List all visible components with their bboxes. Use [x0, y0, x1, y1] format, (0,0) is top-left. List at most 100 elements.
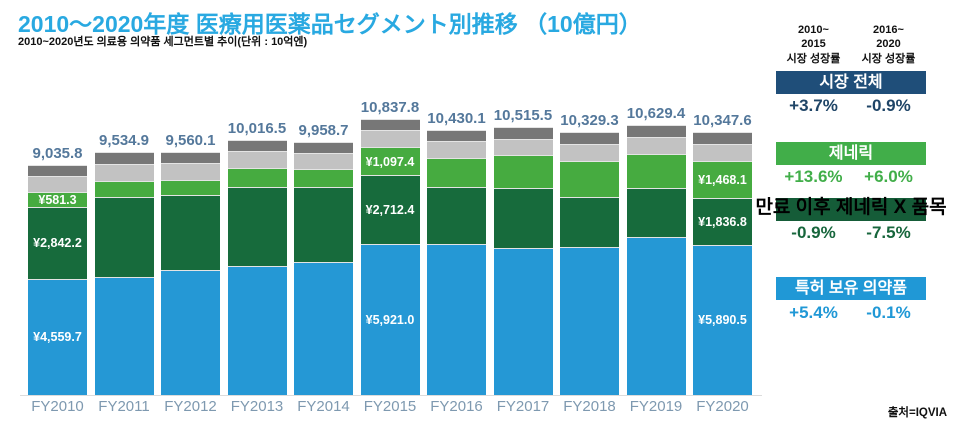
- segment-value-label: ¥1,097.4: [365, 154, 415, 169]
- bar-FY2018: [560, 132, 619, 395]
- bar-FY2011: [94, 152, 154, 395]
- off-patent-growth-2010-2015: -0.9%: [791, 223, 836, 242]
- segment-patented-FY2018: [560, 247, 619, 395]
- segment-off-patent-no-generic-FY2019: [626, 188, 686, 237]
- total-label-FY2014: 9,958.7: [298, 121, 349, 139]
- segment-off-patent-no-generic-FY2012: [161, 195, 220, 271]
- segment-unlabeled-dark-gray-FY2020: [693, 131, 752, 144]
- segment-unlabeled-dark-gray-FY2015: [360, 119, 420, 131]
- segment-value-label: ¥4,559.7: [33, 330, 82, 345]
- source-label: 출처=IQVIA: [887, 407, 947, 419]
- segment-generic-FY2019: [626, 154, 686, 189]
- off-patent-no-generic-banner: [776, 198, 926, 221]
- market-total-growth-values: +3.7% -0.9%: [776, 97, 926, 114]
- segment-off-patent-no-generic-FY2013: [227, 187, 287, 266]
- segment-patented-FY2012: [161, 270, 220, 395]
- growth-period-headers: 2010~ 2015 시장 성장률 2016~ 2020 시장 성장률: [776, 23, 926, 66]
- bar-FY2013: [227, 140, 287, 395]
- segment-unlabeled-light-gray-FY2015: [360, 130, 420, 148]
- segment-patented-FY2013: [227, 266, 287, 395]
- growth-panel: 2010~ 2015 시장 성장률 2016~ 2020 시장 성장률 시장 전…: [755, 0, 946, 428]
- segment-value-label: ¥5,921.0: [365, 312, 415, 327]
- segment-unlabeled-light-gray-FY2010: [28, 175, 87, 192]
- generic-banner: 제네릭: [776, 142, 926, 165]
- axis-label-FY2017: FY2017: [496, 398, 550, 415]
- axis-label-FY2014: FY2014: [297, 398, 350, 415]
- segment-generic-FY2017: [493, 155, 553, 188]
- segment-generic-FY2018: [560, 160, 619, 197]
- segment-off-patent-no-generic-FY2015: ¥2,712.4: [360, 175, 420, 245]
- segment-off-patent-no-generic-FY2016: [427, 187, 486, 244]
- generic-growth-2010-2015: +13.6%: [784, 167, 843, 186]
- axis-label-FY2011: FY2011: [98, 398, 150, 415]
- segment-unlabeled-light-gray-FY2012: [161, 162, 220, 181]
- segment-off-patent-no-generic-FY2020: ¥1,836.8: [693, 198, 752, 246]
- bar-FY2019: [626, 124, 686, 395]
- bar-FY2020: ¥5,890.5 ¥1,836.8 ¥1,468.1: [693, 131, 752, 395]
- axis-label-FY2018: FY2018: [563, 398, 616, 415]
- market-total-growth-2016-2020: -0.9%: [866, 96, 911, 115]
- segment-off-patent-no-generic-FY2014: [294, 186, 353, 262]
- segment-off-patent-no-generic-FY2018: [560, 196, 619, 248]
- axis-label-FY2020: FY2020: [696, 398, 749, 415]
- axis-label-FY2010: FY2010: [31, 398, 84, 415]
- segment-unlabeled-light-gray-FY2020: [693, 143, 752, 162]
- axis-label-FY2013: FY2013: [230, 398, 284, 415]
- segment-generic-FY2020: ¥1,468.1: [693, 161, 752, 199]
- segment-unlabeled-light-gray-FY2019: [626, 136, 686, 155]
- bar-FY2014: [294, 141, 353, 395]
- axis-label-FY2019: FY2019: [629, 398, 683, 415]
- segment-unlabeled-dark-gray-FY2013: [227, 140, 287, 152]
- generic-growth-values: +13.6% +6.0%: [776, 168, 926, 185]
- off-patent-growth-values: -0.9% -7.5%: [776, 224, 926, 241]
- total-label-FY2016: 10,430.1: [427, 109, 486, 127]
- market-total-growth-2010-2015: +3.7%: [789, 96, 838, 115]
- segment-unlabeled-dark-gray-FY2017: [493, 127, 553, 139]
- segment-unlabeled-dark-gray-FY2019: [626, 124, 686, 137]
- total-label-FY2013: 10,016.5: [227, 120, 287, 138]
- segment-patented-FY2015: ¥5,921.0: [360, 244, 420, 395]
- segment-patented-FY2010: ¥4,559.7: [28, 278, 87, 395]
- patented-growth-2010-2015: +5.4%: [789, 303, 838, 322]
- bar-FY2012: [161, 151, 220, 395]
- page-title: 2010～2020年度 医療用医薬品セグメント別推移 （10億円）: [18, 11, 642, 37]
- segment-unlabeled-light-gray-FY2013: [227, 151, 287, 169]
- segment-value-label: ¥2,842.2: [33, 236, 82, 251]
- bar-FY2017: [493, 127, 553, 395]
- bar-FY2016: [427, 129, 486, 395]
- segment-generic-FY2010: ¥581.3: [28, 191, 87, 207]
- segment-unlabeled-dark-gray-FY2016: [427, 129, 486, 141]
- segment-value-label: ¥1,468.1: [698, 172, 747, 187]
- segment-generic-FY2014: [294, 169, 353, 187]
- axis-label-FY2016: FY2016: [430, 398, 483, 415]
- total-label-FY2018: 10,329.3: [560, 112, 619, 130]
- generic-growth-2016-2020: +6.0%: [864, 167, 913, 186]
- segment-unlabeled-dark-gray-FY2011: [94, 152, 154, 164]
- axis-label-FY2012: FY2012: [164, 398, 217, 415]
- bar-FY2010: ¥4,559.7 ¥2,842.2 ¥581.3: [28, 165, 87, 395]
- segment-generic-FY2012: [161, 180, 220, 196]
- segment-unlabeled-light-gray-FY2014: [294, 152, 353, 170]
- segment-generic-FY2016: [427, 158, 486, 188]
- total-label-FY2010: 9,035.8: [32, 145, 83, 163]
- total-label-FY2020: 10,347.6: [693, 111, 752, 129]
- segment-patented-FY2014: [294, 261, 353, 395]
- segment-unlabeled-dark-gray-FY2010: [28, 165, 87, 176]
- segment-generic-FY2011: [94, 181, 154, 198]
- segment-patented-FY2011: [94, 277, 154, 395]
- segment-unlabeled-dark-gray-FY2018: [560, 132, 619, 145]
- off-patent-no-generic-label: 만료 이후 제네릭 X 품목: [755, 197, 947, 218]
- patented-growth-values: +5.4% -0.1%: [776, 304, 926, 321]
- segment-generic-FY2013: [227, 168, 287, 188]
- segment-generic-FY2015: ¥1,097.4: [360, 147, 420, 176]
- growth-header-2010-2015: 2010~ 2015 시장 성장률: [786, 24, 841, 65]
- off-patent-growth-2016-2020: -7.5%: [866, 223, 911, 242]
- total-label-FY2012: 9,560.1: [165, 131, 216, 149]
- stacked-bar-chart: ¥4,559.7 ¥2,842.2 ¥581.3 9,035.8 FY2010 9,534…: [20, 100, 762, 415]
- x-axis-line: [20, 395, 762, 396]
- segment-value-label: ¥1,836.8: [698, 215, 747, 229]
- segment-value-label: ¥2,712.4: [365, 203, 415, 218]
- segment-off-patent-no-generic-FY2017: [493, 187, 553, 248]
- patented-growth-2016-2020: -0.1%: [866, 303, 911, 322]
- market-total-banner: 시장 전체: [776, 71, 926, 94]
